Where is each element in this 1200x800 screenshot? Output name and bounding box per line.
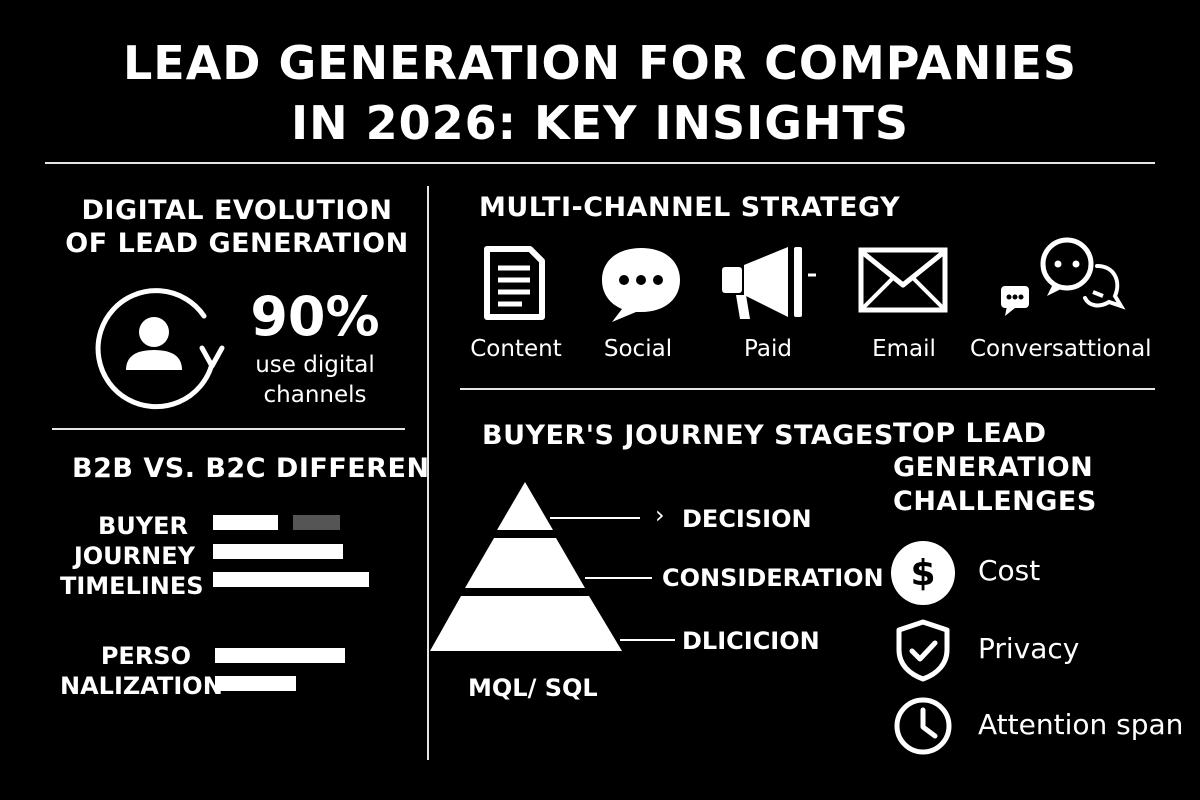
buyers-journey-heading: BUYER'S JOURNEY STAGES — [482, 420, 894, 451]
challenge-label-attention-span: Attention span — [978, 708, 1184, 741]
shield-check-icon — [896, 619, 950, 682]
user-cycle-icon — [95, 288, 225, 410]
b2b-b2c-heading: B2B VS. B2C DIFFEREN — [72, 453, 430, 484]
group-label-line: NALIZATION — [60, 672, 223, 700]
digital-stat: 90% — [250, 285, 380, 348]
group-label-line: PERSO — [100, 642, 191, 670]
stage-label-awareness: DLICICION — [682, 627, 820, 655]
digital-stat-caption-line-2: channels — [263, 382, 367, 408]
digital-evolution-heading-line-1: DIGITAL EVOLUTION — [81, 195, 393, 226]
chat-bubbles-icon — [1001, 237, 1126, 316]
pyramid-tier-top — [497, 482, 553, 530]
group-label-line: BUYER — [97, 512, 188, 540]
stage-label-decision: DECISION — [682, 505, 812, 533]
comparison-bar — [213, 544, 343, 559]
document-icon — [484, 246, 545, 320]
mql-sql-label: MQL/ SQL — [468, 674, 598, 702]
group-label-line: TIMELINES — [60, 572, 204, 600]
svg-text:$: $ — [910, 553, 935, 594]
right-section-divider — [460, 388, 1155, 390]
channel-label-email: Email — [872, 336, 936, 362]
challenge-label-privacy: Privacy — [978, 632, 1080, 665]
challenges-heading-line: TOP LEAD — [893, 418, 1047, 449]
stage-chevron: › — [655, 501, 665, 529]
channel-label-social: Social — [603, 336, 673, 362]
comparison-bar — [215, 676, 296, 691]
dollar-icon: $ — [891, 541, 955, 605]
digital-stat-caption-line-1: use digital — [255, 352, 375, 378]
title-divider — [45, 162, 1155, 164]
digital-evolution-heading-line-2: OF LEAD GENERATION — [65, 228, 409, 259]
comparison-bar — [215, 648, 345, 663]
pyramid-tier-bottom — [430, 596, 622, 651]
megaphone-icon — [722, 247, 816, 319]
column-divider — [427, 186, 429, 760]
challenges-heading-line: GENERATION — [893, 452, 1094, 483]
page-title-line-1: LEAD GENERATION FOR COMPANIES — [122, 36, 1078, 90]
multichannel-heading: MULTI-CHANNEL STRATEGY — [479, 192, 901, 223]
comparison-bar — [213, 515, 278, 530]
page-title-line-2: IN 2026: KEY INSIGHTS — [290, 96, 910, 150]
stage-leader-line — [620, 639, 675, 641]
clock-icon — [894, 697, 952, 755]
comparison-bar — [293, 515, 340, 530]
left-section-divider — [52, 428, 405, 430]
channel-label-paid: Paid — [744, 336, 792, 362]
stage-leader-line — [550, 517, 640, 519]
journey-pyramid — [430, 482, 622, 651]
group-label-line: JOURNEY — [73, 542, 195, 570]
challenges-heading-line: CHALLENGES — [893, 486, 1097, 517]
envelope-icon — [858, 247, 948, 313]
channel-label-conversational: Conversattional — [970, 336, 1152, 362]
pyramid-tier-middle — [465, 538, 585, 588]
speech-bubble-icon — [602, 248, 680, 322]
stage-label-consideration: CONSIDERATION — [662, 564, 884, 592]
challenge-label-cost: Cost — [978, 554, 1041, 587]
channel-label-content: Content — [470, 336, 562, 362]
comparison-bar — [213, 572, 369, 587]
stage-leader-line — [585, 577, 652, 579]
